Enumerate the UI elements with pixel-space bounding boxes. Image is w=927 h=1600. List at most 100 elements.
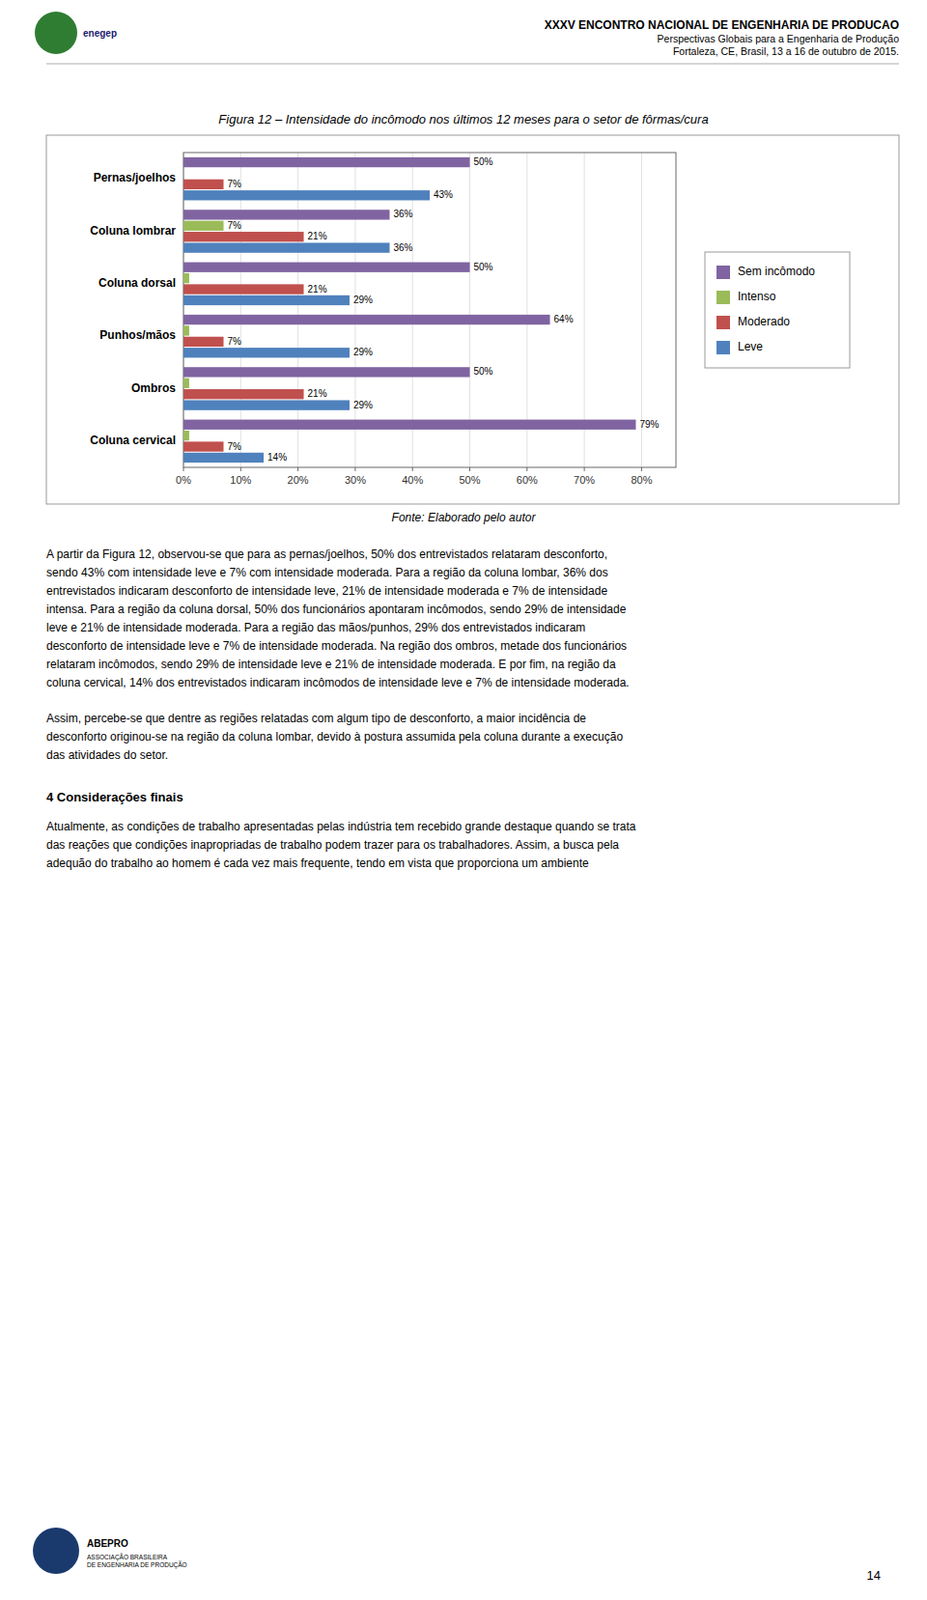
body-text: Assim, percebe-se que dentre as regiões … (46, 711, 623, 762)
logo-subtext: ASSOCIAÇÃO BRASILEIRADE ENGENHARIA DE PR… (86, 1552, 188, 1570)
bar (183, 168, 185, 178)
logo-text: ABEPRO (86, 1538, 129, 1549)
data-labels: 79% 7% 14% 50% 21% 29% 64% 7% 29% 50% 21% 29% 36% 7% 2… (227, 156, 660, 463)
bar (183, 221, 225, 231)
bar (183, 179, 225, 190)
bar (183, 273, 190, 283)
tick-mark (469, 467, 471, 472)
category-label: Coluna lombrar (89, 224, 176, 238)
header-subtitle: Perspectivas Globais para a Engenharia d… (657, 32, 900, 45)
data-label: 29% (353, 346, 373, 358)
legend-entry: Moderado (737, 314, 790, 329)
logo-circle (32, 1527, 80, 1574)
legend-swatch (716, 340, 731, 355)
bar (183, 420, 636, 430)
bar (183, 452, 264, 463)
chart: 0% 10% 20% 30% 40% 50% 60% 70% 80% 79% 7% 14% 50% 21%… (89, 152, 676, 486)
tick-mark (412, 467, 414, 472)
section-header: 4 Considerações finais (46, 789, 184, 805)
bar (183, 366, 471, 377)
header-rule (46, 63, 899, 65)
tick-label: 80% (630, 474, 652, 486)
bar (183, 209, 390, 220)
data-label: 64% (554, 313, 574, 325)
tick-mark (297, 467, 299, 472)
tick-mark (240, 467, 242, 472)
data-label: 21% (308, 282, 328, 294)
plot-frame (183, 152, 676, 468)
data-label: 79% (639, 418, 659, 429)
bar (183, 314, 551, 325)
body-text: A partir da Figura 12, observou-se que p… (46, 547, 630, 690)
bar (183, 242, 390, 253)
tick-label: 0% (175, 474, 192, 486)
bar (183, 190, 430, 200)
data-label: 29% (353, 294, 373, 306)
data-label: 43% (433, 189, 453, 200)
data-label: 21% (308, 230, 328, 242)
data-label: 50% (474, 260, 494, 272)
tick-label: 30% (344, 474, 366, 486)
page: enegep XXXV ENCONTRO NACIONAL DE ENGENHAR… (0, 0, 927, 1600)
legend-swatch (716, 265, 731, 280)
header-subtitle: Fortaleza, CE, Brasil, 13 a 16 de outubr… (673, 45, 899, 57)
tick-label: 10% (229, 474, 252, 486)
data-label: 7% (227, 178, 243, 190)
category-label: Punhos/mãos (99, 328, 176, 342)
legend-entry: Leve (737, 339, 763, 354)
tick-label: 20% (287, 474, 309, 486)
bar (183, 347, 350, 358)
data-label: 7% (227, 336, 243, 347)
bar (183, 262, 471, 273)
tick-label: 60% (516, 474, 538, 486)
bar (183, 157, 471, 168)
data-label: 7% (227, 219, 243, 230)
data-label: 21% (308, 388, 328, 399)
bar (183, 430, 190, 441)
page-number: 14 (867, 1568, 881, 1583)
tick-mark (526, 467, 528, 472)
bar (183, 378, 190, 389)
legend-entry: Intenso (737, 289, 777, 304)
chart-title: Figura 12 – Intensidade do incômodo nos … (218, 112, 708, 127)
tick-label: 70% (573, 474, 595, 486)
tick-label: 40% (401, 474, 423, 486)
bar (183, 231, 305, 242)
data-label: 50% (474, 156, 494, 168)
data-label: 50% (474, 365, 494, 377)
bar (183, 295, 350, 306)
tick-label: 50% (458, 474, 480, 486)
bar (183, 389, 305, 399)
bar (183, 337, 225, 347)
bars (183, 157, 636, 463)
logo-circle (34, 11, 78, 55)
category-label: Coluna dorsal (98, 276, 176, 290)
chart-box (46, 135, 899, 505)
tick-mark (354, 467, 356, 472)
legend-frame (704, 252, 850, 368)
legend: Sem incômodo Intenso Moderado Leve (704, 252, 850, 368)
source-note: Fonte: Elaborado pelo autor (392, 510, 537, 525)
logo-text: enegep (83, 28, 117, 39)
tick-mark (183, 467, 185, 472)
bar (183, 399, 350, 410)
category-label: Coluna cervical (89, 433, 176, 448)
category-label: Ombros (131, 381, 176, 395)
body-text: Atualmente, as condições de trabalho apr… (46, 819, 637, 871)
data-label: 7% (227, 440, 243, 451)
legend-entry: Sem incômodo (737, 264, 815, 279)
data-label: 29% (353, 398, 373, 410)
bar (183, 283, 305, 294)
legend-swatch (716, 315, 731, 330)
legend-swatch (716, 290, 731, 305)
tick-mark (584, 467, 586, 472)
data-label: 36% (393, 208, 413, 220)
tick-mark (641, 467, 643, 472)
category-label: Pernas/joelhos (93, 170, 177, 185)
bar (183, 325, 190, 336)
header-title: XXXV ENCONTRO NACIONAL DE ENGENHARIA DE … (544, 18, 899, 32)
data-label: 36% (393, 241, 413, 253)
bar (183, 441, 225, 451)
data-label: 14% (267, 451, 287, 463)
background (0, 0, 927, 1600)
